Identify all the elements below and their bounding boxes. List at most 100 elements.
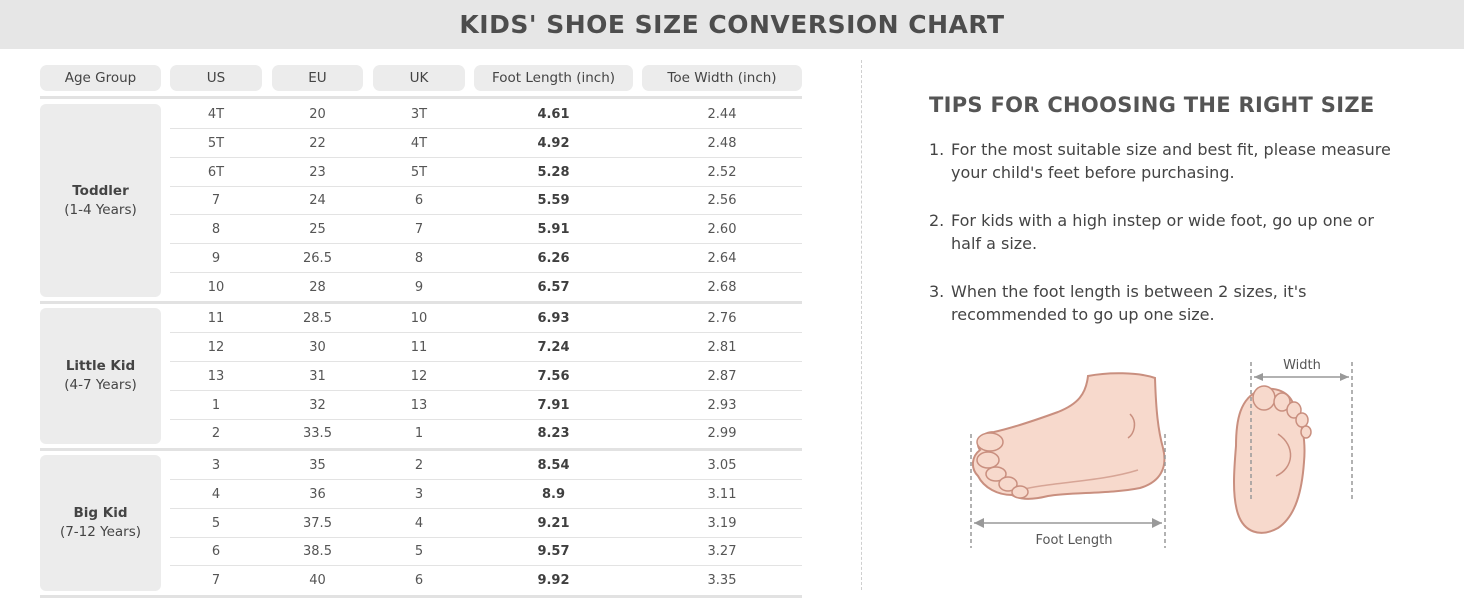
foot-length-cell: 7.56 — [537, 368, 570, 384]
eu-size-cell: 28 — [309, 279, 326, 295]
group-rule — [40, 594, 802, 598]
uk-size-cell: 5T — [410, 164, 428, 180]
arrowhead-icon — [974, 518, 984, 528]
arrowhead-icon — [1254, 373, 1263, 381]
eu-size-cell: 24 — [309, 193, 326, 209]
toe-width-cell: 2.48 — [707, 135, 737, 151]
toe-shape — [1286, 401, 1302, 419]
tips-heading: TIPS FOR CHOOSING THE RIGHT SIZE — [929, 93, 1375, 117]
row-separator — [170, 214, 802, 216]
title-banner: KIDS' SHOE SIZE CONVERSION CHART — [0, 0, 1464, 49]
toe-width-cell: 3.11 — [707, 486, 737, 502]
row-separator — [170, 332, 802, 334]
uk-size-cell: 3 — [414, 486, 424, 502]
uk-size-cell: 1 — [414, 426, 424, 442]
us-size-cell: 10 — [207, 279, 225, 295]
row-separator — [170, 507, 802, 509]
table-row: 7 24 6 5.59 2.56 — [40, 186, 802, 216]
row-separator — [170, 479, 802, 480]
tip-text: For the most suitable size and best fit,… — [951, 140, 1391, 182]
age-group-name: Toddler — [72, 182, 129, 199]
toe-shape — [1252, 385, 1276, 411]
age-group-name: Big Kid — [73, 504, 128, 521]
foot-length-cell: 6.93 — [537, 311, 570, 327]
row-separator — [170, 565, 802, 567]
eu-size-cell: 35 — [309, 458, 326, 473]
tip-item-3: 3. When the foot length is between 2 siz… — [929, 280, 1409, 326]
toe-shape — [976, 432, 1004, 452]
section-divider — [861, 60, 862, 590]
foot-length-cell: 7.24 — [537, 340, 570, 355]
foot-length-cell: 5.59 — [537, 193, 570, 209]
row-separator — [170, 185, 802, 187]
side-foot-icon — [972, 372, 1166, 500]
eu-size-cell: 40 — [309, 573, 326, 588]
column-header: EU — [272, 65, 363, 91]
toe-shape — [1273, 392, 1291, 412]
us-size-cell: 6T — [207, 164, 225, 180]
eu-size-cell: 25 — [309, 222, 326, 237]
tip-number: 3. — [929, 282, 945, 301]
group-rule — [40, 301, 802, 305]
eu-size-cell: 28.5 — [303, 311, 332, 327]
table-row: 2 33.5 1 8.23 2.99 — [40, 419, 802, 448]
eu-size-cell: 26.5 — [303, 250, 332, 266]
foot-length-cell: 9.21 — [537, 515, 570, 531]
column-header: UK — [373, 65, 465, 91]
toe-shape — [1295, 412, 1309, 428]
age-group-range: (1-4 Years) — [64, 201, 137, 218]
column-header: Foot Length (inch) — [474, 65, 633, 91]
us-size-cell: 13 — [207, 368, 225, 384]
uk-size-cell: 12 — [410, 368, 428, 384]
uk-size-cell: 13 — [410, 397, 428, 413]
foot-length-cell: 8.54 — [537, 458, 570, 473]
uk-size-cell: 7 — [414, 222, 424, 237]
us-size-cell: 1 — [211, 397, 221, 413]
foot-length-cell: 4.61 — [537, 107, 570, 122]
toe-width-cell: 2.64 — [707, 250, 737, 266]
uk-size-cell: 4 — [414, 515, 424, 531]
uk-size-cell: 10 — [410, 311, 428, 327]
us-size-cell: 5 — [211, 515, 221, 531]
uk-size-cell: 3T — [410, 107, 428, 122]
toe-shape — [1011, 485, 1029, 499]
us-size-cell: 7 — [211, 193, 221, 209]
age-group-cell: Toddler (1-4 Years) — [40, 104, 161, 298]
toe-width-cell: 2.81 — [707, 340, 737, 355]
width-measure: Width — [1250, 358, 1353, 500]
width-label: Width — [1283, 358, 1321, 373]
uk-size-cell: 4T — [410, 135, 428, 151]
tips-section: TIPS FOR CHOOSING THE RIGHT SIZE 1. For … — [929, 93, 1429, 324]
age-group-range: (7-12 Years) — [59, 523, 142, 540]
arrowhead-icon — [1152, 518, 1162, 528]
toe-width-cell: 3.35 — [707, 573, 737, 588]
column-header: Toe Width (inch) — [642, 65, 802, 91]
toe-width-cell: 2.60 — [707, 222, 737, 237]
toe-shape — [998, 476, 1018, 492]
table-row: 10 28 9 6.57 2.68 — [40, 273, 802, 302]
foot-length-cell: 6.26 — [537, 250, 570, 266]
us-size-cell: 4T — [207, 107, 225, 122]
age-group-cell: Little Kid (4-7 Years) — [40, 308, 161, 444]
tip-text: For kids with a high instep or wide foot… — [951, 211, 1374, 253]
foot-length-cell: 5.28 — [537, 164, 570, 180]
us-size-cell: 9 — [211, 250, 221, 266]
age-group-cell: Big Kid (7-12 Years) — [40, 455, 161, 591]
foot-length-cell: 9.57 — [537, 544, 570, 560]
table-row: 11 28.5 10 6.93 2.76 — [40, 304, 802, 334]
toe-width-cell: 2.93 — [707, 397, 737, 413]
table-row: 9 26.5 8 6.26 2.64 — [40, 244, 802, 273]
foot-length-cell: 5.91 — [537, 222, 570, 237]
us-size-cell: 7 — [211, 573, 221, 588]
uk-size-cell: 5 — [414, 544, 424, 560]
age-group-range: (4-7 Years) — [64, 377, 137, 394]
us-size-cell: 5T — [207, 135, 225, 151]
table-row: 13 31 12 7.56 2.87 — [40, 362, 802, 391]
row-separator — [170, 128, 802, 129]
table-row: 6T 23 5T 5.28 2.52 — [40, 158, 802, 187]
table-row: 5T 22 4T 4.92 2.48 — [40, 129, 802, 158]
toe-width-cell: 2.56 — [707, 193, 737, 209]
uk-size-cell: 2 — [414, 458, 424, 473]
eu-size-cell: 36 — [309, 486, 326, 502]
age-group-name: Little Kid — [65, 358, 136, 375]
